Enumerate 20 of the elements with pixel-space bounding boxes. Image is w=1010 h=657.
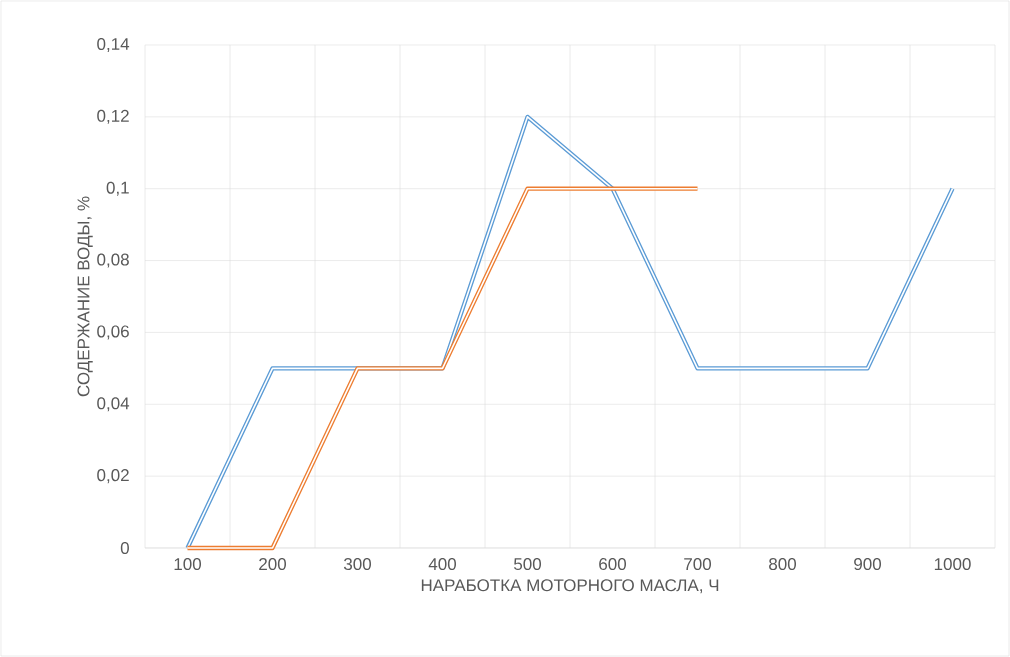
x-tick-label: 700 [684, 558, 712, 571]
y-tick-label: 0,14 [97, 37, 130, 53]
y-axis-title: СОДЕРЖАНИЕ ВОДЫ, % [77, 196, 93, 397]
x-tick-label: 100 [174, 558, 202, 571]
y-tick-label: 0,08 [97, 253, 129, 268]
y-tick-label: 0,06 [97, 325, 129, 340]
y-tick-label: 0,04 [97, 397, 130, 412]
x-tick-label: 600 [599, 558, 627, 571]
x-tick-label: 500 [514, 558, 542, 571]
y-tick-label: 0,12 [97, 109, 129, 124]
y-tick-label: 0 [120, 541, 129, 555]
y-tick-label: 0,02 [97, 469, 129, 484]
x-tick-label: 400 [428, 558, 457, 571]
x-tick-label: 200 [259, 558, 287, 571]
x-tick-label: 300 [343, 558, 372, 571]
x-axis-title: НАРАБОТКА МОТОРНОГО МАСЛА, Ч [421, 579, 719, 594]
x-tick-label: 800 [769, 558, 797, 571]
x-tick-label: 1000 [934, 558, 971, 571]
y-tick-label: 0,1 [106, 181, 129, 196]
x-tick-label: 900 [854, 558, 882, 571]
